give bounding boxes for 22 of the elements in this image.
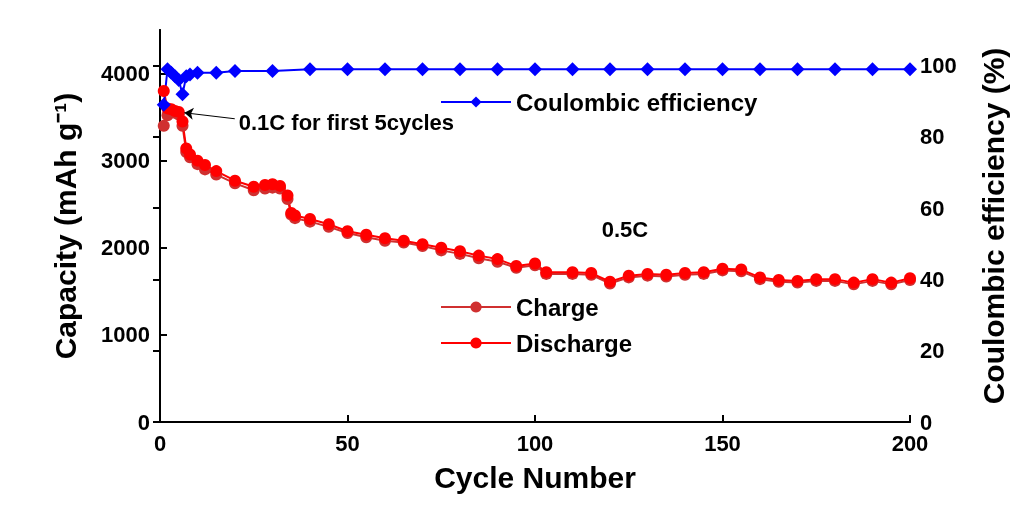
y2-axis-title: Coulombic efficiency (%) (976, 47, 1010, 405)
y-tick-label: 0 (137, 409, 150, 435)
x-tick-label: 50 (335, 430, 360, 456)
y2-tick-label: 80 (920, 124, 945, 150)
annotation: 0.1C for first 5cycles (238, 110, 454, 136)
x-axis-title: Cycle Number (434, 460, 637, 494)
y2-tick-label: 60 (920, 195, 945, 221)
y2-tick-label: 100 (920, 53, 957, 79)
y-tick-label: 2000 (101, 235, 150, 261)
y-tick-label: 4000 (101, 61, 150, 87)
y-tick-label: 1000 (101, 322, 150, 348)
y-tick-label: 3000 (101, 148, 150, 174)
legend-label: Discharge (516, 329, 633, 357)
x-tick-label: 0 (153, 430, 167, 456)
y2-tick-label: 20 (920, 338, 945, 364)
annotation: 0.5C (601, 217, 649, 243)
y-axis-title: Capacity (mAh g⁻¹) (48, 92, 82, 360)
x-tick-label: 150 (704, 430, 741, 456)
y2-tick-label: 40 (920, 266, 945, 292)
legend-label: Coulombic efficiency (516, 88, 759, 116)
legend-label: Charge (516, 293, 599, 321)
x-tick-label: 100 (516, 430, 554, 456)
